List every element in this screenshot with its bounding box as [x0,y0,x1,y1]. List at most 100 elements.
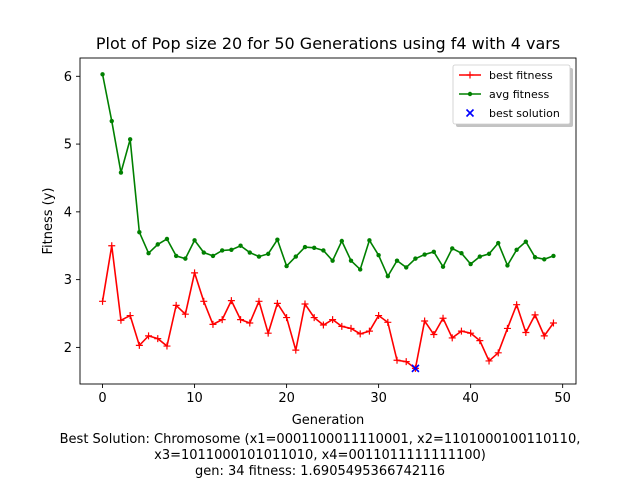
data-point [477,254,483,259]
data-point [164,236,170,242]
data-point [311,245,317,250]
data-point [127,137,133,142]
x-tick-label: 50 [554,391,571,406]
data-point [413,256,418,261]
data-point [540,332,548,340]
data-point [329,316,337,324]
data-point [551,253,556,259]
data-point [476,337,484,345]
data-point [219,248,225,253]
x-tick-label: 40 [462,391,479,406]
data-point [155,242,160,247]
data-point [100,72,105,77]
data-point [310,314,318,322]
data-point [227,297,235,305]
y-tick-label: 6 [64,70,72,85]
legend-marker [466,71,474,79]
data-point [321,248,326,253]
data-point [126,312,134,320]
data-point [173,253,179,259]
data-point [542,257,547,262]
data-point [145,332,153,340]
series-line [101,245,555,370]
plot-area [99,72,557,373]
data-point [393,356,401,364]
x-tick-label: 30 [370,391,387,406]
data-point [402,358,410,366]
data-point [183,256,188,261]
data-point [339,238,345,244]
data-point [256,254,262,259]
data-point [457,327,465,335]
axes: 0 10 20 30 40 50 2 3 4 5 6 [64,57,577,406]
data-point [209,320,217,328]
data-point [201,250,206,255]
data-point [394,258,400,263]
data-point [200,297,208,305]
data-point [246,319,254,327]
data-point [255,297,263,305]
data-point [135,341,143,349]
best-solution-caption-line-2: x3=1011000101011010, x4=0011011111111100… [154,448,486,463]
data-point [367,238,372,243]
data-point [172,301,180,309]
legend-label: avg fitness [489,88,549,101]
data-point [468,261,473,267]
data-point [99,297,107,305]
data-point [496,240,501,246]
data-point [108,242,116,250]
x-tick-label: 20 [278,391,295,406]
axes-frame [79,57,577,385]
data-point [505,263,510,268]
data-point [450,246,455,251]
data-point [218,316,226,324]
data-point [531,311,539,319]
data-point [301,300,309,308]
y-tick-label: 5 [64,138,72,153]
data-point [385,274,391,279]
data-point [459,250,464,256]
data-point [109,118,114,124]
data-point [513,301,521,309]
data-point [264,329,272,337]
x-tick-label: 0 [98,391,106,406]
data-point [365,327,373,335]
data-point [467,329,475,337]
best-solution-marker [411,364,420,373]
data-point [522,328,530,336]
data-point [348,258,354,263]
data-point [523,239,529,244]
data-point [292,346,300,354]
data-point [265,251,271,257]
data-point [358,267,363,272]
data-point [384,318,392,326]
data-point [137,229,142,235]
y-tick-label: 2 [64,341,72,356]
data-point [293,254,298,259]
x-axis-label: Generation [292,413,365,428]
data-point [430,331,438,339]
data-point [284,263,289,269]
data-point [117,316,125,324]
data-point [146,250,151,256]
data-point [302,244,308,250]
data-point [356,330,364,338]
series-avg-fitness [100,72,556,279]
data-point [192,238,197,243]
y-axis-label: Fitness (y) [41,188,56,255]
data-point [376,253,381,258]
data-point [485,357,493,365]
series-best-fitness [99,242,557,372]
legend-label: best solution [489,107,560,120]
best-solution-caption-line-1: Best Solution: Chromosome (x1=0001100011… [59,432,581,447]
data-point [238,243,243,248]
data-point [514,247,519,253]
data-point [338,322,346,330]
data-point [330,258,335,263]
data-point [163,342,171,350]
fitness-chart: Plot of Pop size 20 for 50 Generations u… [41,34,577,428]
data-point [273,299,281,307]
data-point [503,324,511,332]
data-point [431,249,437,255]
x-tick-label: 10 [186,391,203,406]
